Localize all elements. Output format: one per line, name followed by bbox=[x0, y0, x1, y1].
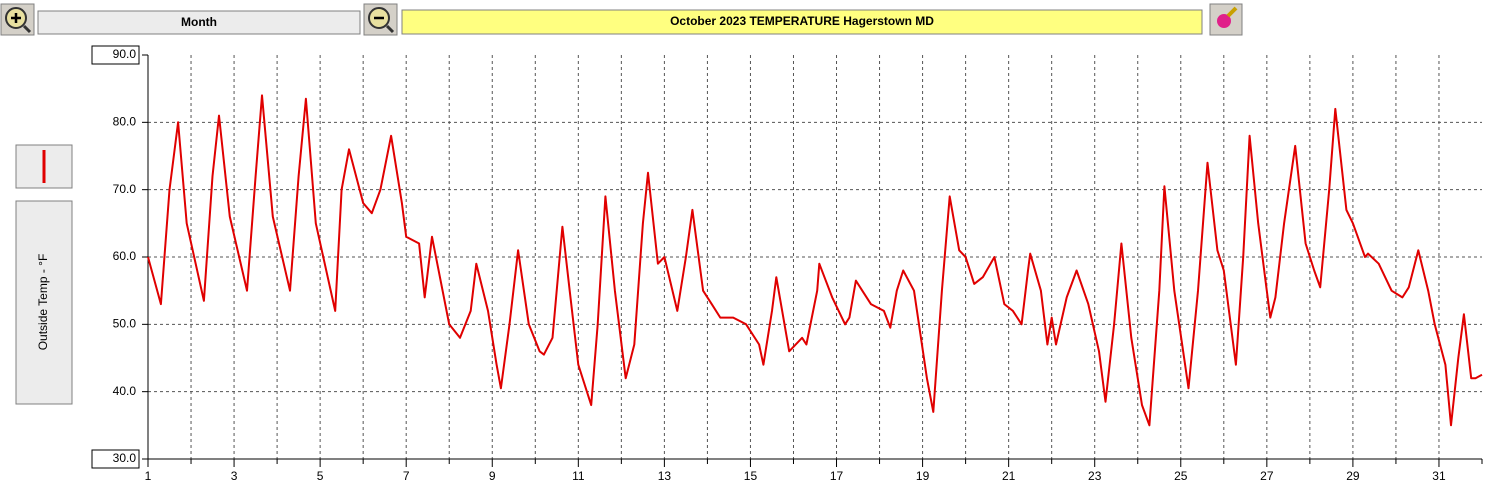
y-tick-label: 60.0 bbox=[113, 249, 137, 263]
zoom-out-button[interactable] bbox=[363, 3, 398, 36]
title-bar: October 2023 TEMPERATURE Hagerstown MD bbox=[401, 9, 1203, 35]
y-tick-box bbox=[91, 449, 140, 469]
x-tick-label: 31 bbox=[1432, 469, 1446, 483]
zoom-in-button[interactable] bbox=[0, 3, 35, 36]
period-button[interactable]: Month bbox=[37, 10, 361, 35]
x-tick-label: 11 bbox=[572, 469, 585, 483]
x-tick-label: 29 bbox=[1346, 469, 1360, 483]
plot-area: 30.040.050.060.070.080.090.01 3 5 7 9 11 13 15 1… bbox=[91, 45, 1483, 483]
x-tick-label: 13 bbox=[658, 469, 672, 483]
x-tick-label: 23 bbox=[1088, 469, 1102, 483]
x-tick-label: 21 bbox=[1002, 469, 1016, 483]
y-tick-label: 80.0 bbox=[113, 115, 137, 129]
x-tick-label: 27 bbox=[1260, 469, 1274, 483]
y-axis-label: Outside Temp - °F bbox=[36, 254, 50, 351]
x-tick-label: 25 bbox=[1174, 469, 1188, 483]
period-label: Month bbox=[181, 15, 217, 29]
x-tick-label: 17 bbox=[830, 469, 844, 483]
y-tick-label: 30.0 bbox=[113, 451, 137, 465]
x-tick-label: 3 bbox=[231, 469, 238, 483]
y-tick-label: 90.0 bbox=[113, 47, 137, 61]
axis-label-button[interactable]: Outside Temp - °F bbox=[15, 200, 73, 405]
chart-title: October 2023 TEMPERATURE Hagerstown MD bbox=[670, 14, 934, 28]
x-tick-label: 5 bbox=[317, 469, 324, 483]
x-tick-label: 19 bbox=[916, 469, 930, 483]
temperature-line bbox=[147, 94, 1483, 427]
x-tick-label: 9 bbox=[489, 469, 496, 483]
y-tick-label: 70.0 bbox=[113, 182, 137, 196]
x-tick-label: 7 bbox=[403, 469, 410, 483]
y-tick-label: 40.0 bbox=[113, 384, 137, 398]
x-tick-label: 1 bbox=[145, 469, 152, 483]
y-tick-label: 50.0 bbox=[113, 317, 137, 331]
color-picker-button[interactable] bbox=[1209, 3, 1243, 36]
legend-button[interactable] bbox=[15, 144, 73, 189]
x-tick-label: 15 bbox=[744, 469, 758, 483]
y-tick-box bbox=[91, 45, 140, 65]
